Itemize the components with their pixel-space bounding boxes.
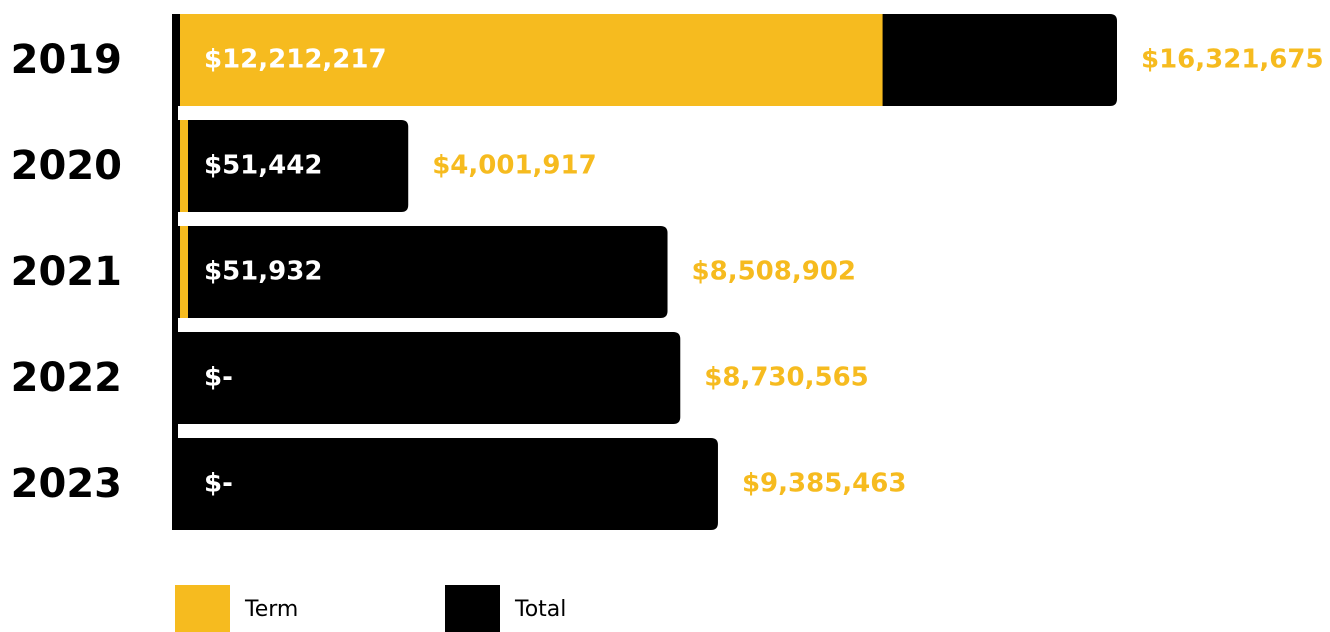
bar — [178, 438, 718, 530]
value-label: $9,385,463 — [742, 469, 906, 499]
value-label: $51,442 — [204, 151, 322, 181]
category-label: 2022 — [11, 355, 122, 401]
category-label: 2021 — [11, 249, 122, 295]
bar — [178, 120, 409, 212]
legend-swatch — [445, 585, 500, 632]
bar — [178, 332, 681, 424]
value-label: $- — [204, 363, 233, 393]
value-label: $16,321,675 — [1141, 45, 1324, 75]
value-label: $4,001,917 — [432, 151, 596, 181]
legend-swatch — [175, 585, 230, 632]
legend-label: Total — [514, 597, 566, 622]
bar — [180, 226, 188, 318]
category-label: 2023 — [11, 461, 122, 507]
category-label: 2020 — [11, 143, 122, 189]
bar — [178, 226, 668, 318]
bar — [180, 120, 188, 212]
legend-label: Term — [244, 597, 298, 622]
value-label: $12,212,217 — [204, 45, 387, 75]
value-label: $51,932 — [204, 257, 322, 287]
category-label: 2019 — [11, 37, 122, 83]
value-label: $8,730,565 — [704, 363, 868, 393]
bar — [180, 14, 883, 106]
value-label: $- — [204, 469, 233, 499]
value-label: $8,508,902 — [692, 257, 856, 287]
